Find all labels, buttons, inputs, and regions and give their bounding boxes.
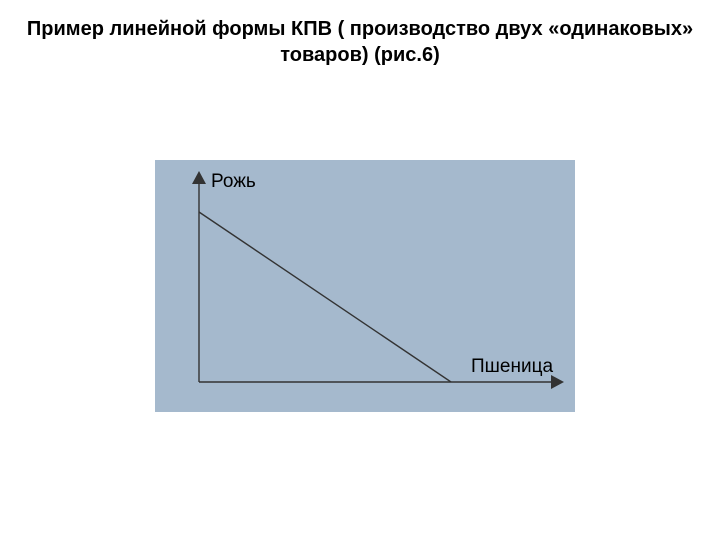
slide-container: Пример линейной формы КПВ ( производство… xyxy=(0,0,720,540)
ppf-chart: Рожь Пшеница xyxy=(155,160,575,412)
y-axis-label: Рожь xyxy=(211,171,256,193)
slide-title: Пример линейной формы КПВ ( производство… xyxy=(0,0,720,68)
x-axis-label: Пшеница xyxy=(471,356,553,378)
